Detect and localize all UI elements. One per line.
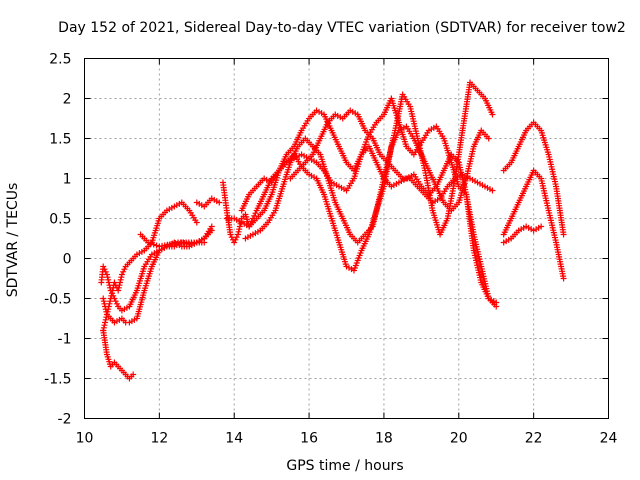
data-point-fill <box>103 314 110 321</box>
tick-labels: 10 12 14 16 18 20 22 24 -2 -1.5 -1 -0.5 0 0.5 1 1.5 2 2.5 <box>44 52 617 447</box>
data-point-fill <box>117 276 124 283</box>
data-point-fill <box>105 303 112 310</box>
y-tick-label: 0.5 <box>49 212 71 228</box>
data-point <box>193 219 200 226</box>
y-tick-label: 2.5 <box>49 52 71 68</box>
series-12 <box>500 119 567 238</box>
data-point-fill <box>118 274 125 281</box>
data-point <box>130 371 137 378</box>
data-point-fill <box>248 218 255 225</box>
data-point-fill <box>108 290 115 297</box>
series-10 <box>242 79 496 246</box>
series-3 <box>100 239 208 326</box>
data-point-fill <box>147 240 154 247</box>
x-tick-label: 10 <box>76 431 94 447</box>
series-6 <box>193 195 223 210</box>
x-tick-label: 16 <box>300 431 318 447</box>
data-point <box>234 231 241 238</box>
data-point <box>208 223 215 230</box>
data-point-fill <box>100 298 107 305</box>
data-point <box>115 287 122 294</box>
data-point-fill <box>108 292 115 299</box>
data-point <box>145 239 152 246</box>
data-point-fill <box>107 298 114 305</box>
y-tick-label: -2 <box>58 412 72 428</box>
data-point <box>493 303 500 310</box>
x-tick-label: 20 <box>450 431 468 447</box>
x-tick-label: 24 <box>600 431 618 447</box>
data-point-fill <box>106 300 113 307</box>
data-point-fill <box>121 266 128 273</box>
chart-title: Day 152 of 2021, Sidereal Day-to-day VTE… <box>58 20 626 36</box>
y-tick-label: 2 <box>63 92 72 108</box>
x-tick-label: 14 <box>225 431 243 447</box>
data-point <box>231 239 238 246</box>
data-point-fill <box>104 308 111 315</box>
data-point <box>111 279 118 286</box>
data-point-fill <box>109 287 116 294</box>
series-5 <box>137 223 215 250</box>
data-point-fill <box>120 268 127 275</box>
data-point-fill <box>252 210 259 217</box>
data-point-fill <box>235 228 242 235</box>
x-tick-label: 22 <box>525 431 543 447</box>
data-point-fill <box>113 300 120 307</box>
data-point-fill <box>102 316 109 323</box>
data-series <box>98 79 567 382</box>
data-point <box>560 275 567 282</box>
y-tick-label: 1 <box>63 172 72 188</box>
y-tick-label: -0.5 <box>44 292 71 308</box>
data-point <box>538 223 545 230</box>
data-point-fill <box>153 242 160 249</box>
grid-lines <box>84 58 609 419</box>
data-point-fill <box>117 279 124 286</box>
data-point-fill <box>233 234 240 241</box>
data-point <box>100 295 107 302</box>
data-point-fill <box>105 276 112 283</box>
data-point-fill <box>105 279 112 286</box>
y-tick-label: 0 <box>63 252 72 268</box>
data-point-fill <box>150 241 157 248</box>
series-11 <box>287 107 496 206</box>
data-point <box>216 199 223 206</box>
data-point-fill <box>236 223 243 230</box>
data-point-fill <box>112 298 119 305</box>
data-point-fill <box>101 322 108 329</box>
y-tick-label: 1.5 <box>49 132 71 148</box>
data-point <box>118 271 125 278</box>
data-point-fill <box>104 274 111 281</box>
y-tick-label: -1 <box>58 332 72 348</box>
data-point-fill <box>115 284 122 291</box>
data-point <box>489 111 496 118</box>
series-9 <box>238 123 492 274</box>
data-point <box>485 135 492 142</box>
data-point <box>227 231 234 238</box>
data-point <box>100 327 107 334</box>
y-axis-label: SDTVAR / TECUs <box>5 183 21 298</box>
data-point <box>107 295 114 302</box>
data-point-fill <box>102 319 109 326</box>
data-point-fill <box>102 268 109 275</box>
x-tick-label: 18 <box>375 431 393 447</box>
x-tick-label: 12 <box>150 431 168 447</box>
data-point-fill <box>100 324 107 331</box>
data-point-fill <box>101 266 108 273</box>
data-point <box>100 263 107 270</box>
data-point <box>560 231 567 238</box>
data-point-fill <box>105 306 112 313</box>
data-point <box>103 271 110 278</box>
series-13 <box>500 167 567 282</box>
series-14 <box>500 223 545 246</box>
series-4 <box>100 199 200 334</box>
data-point-fill <box>232 236 239 243</box>
plot-frame <box>84 58 609 419</box>
y-tick-label: -1.5 <box>44 372 71 388</box>
data-point-fill <box>236 226 243 233</box>
x-axis-label: GPS time / hours <box>286 458 403 474</box>
data-point-fill <box>116 282 123 289</box>
data-point <box>489 187 496 194</box>
data-point <box>103 311 110 318</box>
